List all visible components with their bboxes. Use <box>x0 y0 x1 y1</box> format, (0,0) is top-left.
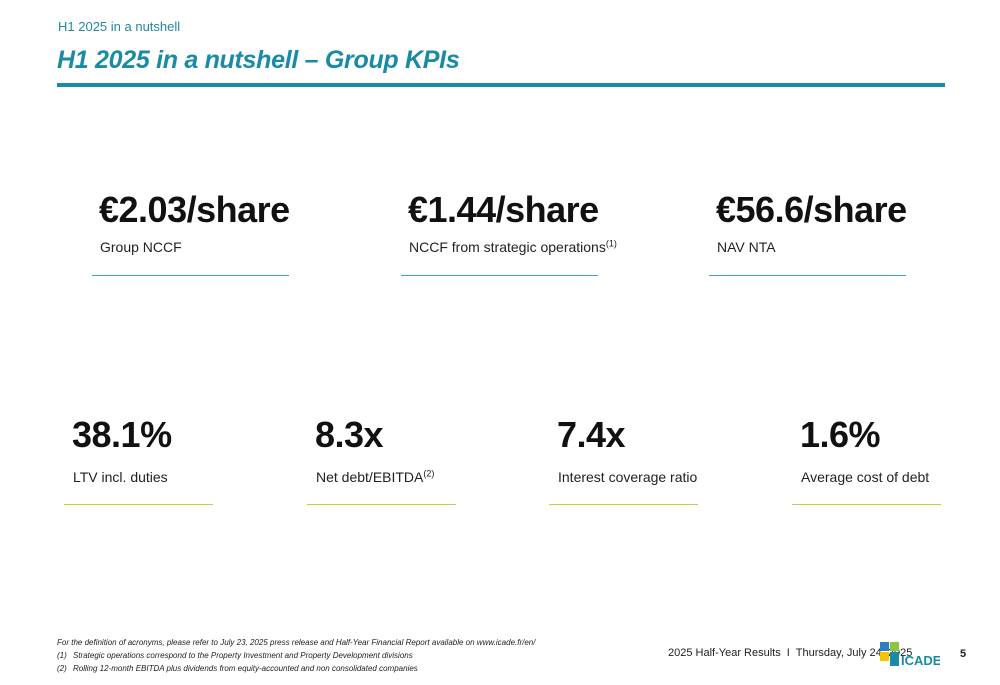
kpi-divider <box>64 504 213 505</box>
page-number: 5 <box>960 648 967 660</box>
kpi-label: Net debt/EBITDA(2) <box>316 468 435 485</box>
kpi-label: Average cost of debt <box>801 469 930 485</box>
kpi-value: 1.6% <box>800 414 881 455</box>
kpi-label: LTV incl. duties <box>73 469 168 485</box>
kpi-label: Interest coverage ratio <box>558 469 698 485</box>
footnote-2: (2) Rolling 12-month EBITDA plus dividend… <box>57 664 418 673</box>
section-kicker: H1 2025 in a nutshell <box>58 19 181 34</box>
kpi-value: €2.03/share <box>99 189 290 230</box>
logo-square-yellow <box>880 652 889 661</box>
kpi-value: 8.3x <box>315 414 384 455</box>
logo-wordmark: ICADE <box>901 653 940 668</box>
kpi-value: 38.1% <box>72 414 172 455</box>
logo-square-teal <box>890 652 899 666</box>
page-title: H1 2025 in a nutshell – Group KPIs <box>57 46 460 74</box>
kpi-divider <box>92 275 289 276</box>
footer-info: 2025 Half-Year Results I Thursday, July 24… <box>668 647 912 659</box>
footer-separator: I <box>786 647 790 659</box>
kpi-label: NAV NTA <box>717 239 776 255</box>
kpi-value: €56.6/share <box>716 189 907 230</box>
footnote-1: (1) Strategic operations correspond to th… <box>57 651 413 660</box>
kpi-label: NCCF from strategic operations(1) <box>409 238 617 255</box>
kpi-value: 7.4x <box>557 414 626 455</box>
definition-note: For the definition of acronyms, please r… <box>57 638 536 647</box>
kpi-value: €1.44/share <box>408 189 599 230</box>
kpi-divider <box>307 504 456 505</box>
logo-square-green <box>890 642 899 651</box>
title-rule <box>57 83 945 87</box>
icade-logo: ICADE <box>880 642 940 668</box>
kpi-label: Group NCCF <box>100 239 182 255</box>
logo-square-blue <box>880 642 889 651</box>
footnotes: For the definition of acronyms, please r… <box>57 636 535 675</box>
kpi-divider <box>709 275 906 276</box>
footer-event: 2025 Half-Year Results <box>668 647 781 659</box>
kpi-divider <box>401 275 598 276</box>
kpi-divider <box>792 504 941 505</box>
kpi-divider <box>549 504 698 505</box>
